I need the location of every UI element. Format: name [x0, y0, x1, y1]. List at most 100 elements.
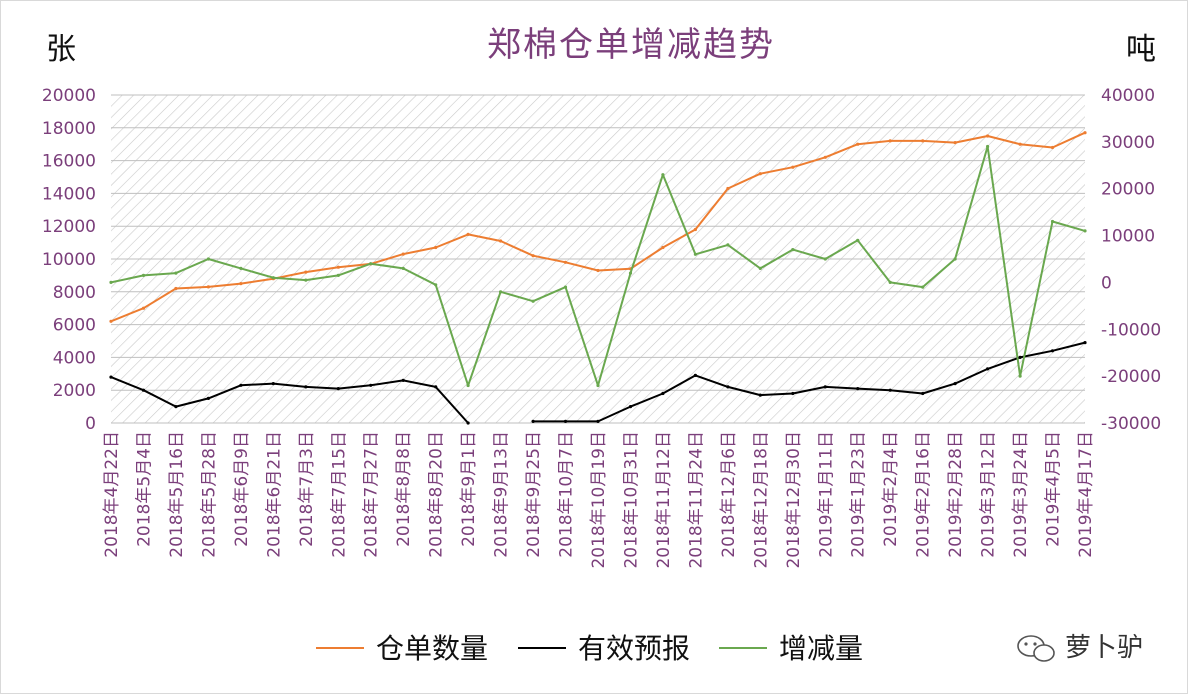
x-tick-label: 2018年12月30日	[784, 431, 804, 569]
series-2-point	[531, 299, 535, 303]
series-0-point	[986, 134, 990, 138]
series-0-point	[434, 245, 438, 250]
x-tick-label: 2019年2月16日	[914, 431, 934, 558]
y-left-tick-label: 0	[85, 414, 96, 434]
series-2-point	[791, 248, 795, 252]
x-tick-label: 2019年1月23日	[849, 431, 869, 558]
series-0-point	[239, 282, 243, 286]
series-2-point	[304, 278, 308, 282]
x-tick-label: 2018年10月31日	[621, 431, 641, 569]
y-left-tick-label: 4000	[53, 348, 96, 368]
y-right-tick-label: 40000	[1101, 86, 1155, 106]
series-2-point	[1018, 374, 1022, 378]
y-left-tick-label: 2000	[53, 381, 96, 401]
series-1-point	[953, 382, 957, 386]
series-1-point	[823, 385, 827, 389]
series-0-point	[856, 142, 860, 146]
series-0-point	[791, 165, 795, 169]
series-0-point	[953, 141, 957, 145]
x-tick-label: 2018年7月15日	[329, 431, 349, 558]
series-1-point	[563, 419, 568, 423]
series-2-point	[953, 257, 957, 261]
legend-label-change-amount: 增减量	[779, 632, 863, 665]
x-tick-label: 2018年8月20日	[427, 431, 447, 558]
series-1-point	[401, 378, 405, 382]
x-tick-label: 2018年10月19日	[589, 431, 609, 569]
series-2-point	[693, 252, 698, 256]
series-1-point	[109, 375, 113, 379]
x-tick-label: 2018年5月16日	[167, 431, 187, 558]
series-1-point	[791, 391, 795, 396]
series-1-point	[206, 396, 210, 400]
x-tick-label: 2019年3月12日	[979, 431, 999, 558]
y-right-unit-label: 吨	[1126, 32, 1156, 67]
x-tick-label: 2018年4月22日	[102, 431, 122, 558]
x-tick-label: 2019年4月17日	[1076, 431, 1096, 558]
y-left-tick-label: 18000	[42, 119, 96, 139]
series-2-point	[563, 285, 568, 289]
series-0-point	[693, 227, 698, 232]
chart-title: 郑棉仓单增减趋势	[487, 25, 775, 65]
series-2-point	[921, 285, 925, 289]
legend-label-warrant-count: 仓单数量	[376, 632, 488, 665]
series-1-point	[693, 373, 698, 377]
series-1-point	[141, 388, 146, 392]
series-2-point	[596, 383, 600, 388]
series-2-point	[174, 271, 178, 275]
series-0-point	[921, 139, 925, 143]
y-left-tick-label: 16000	[42, 152, 96, 172]
x-tick-label: 2018年7月27日	[362, 431, 382, 558]
y-left-tick-label: 20000	[42, 86, 96, 106]
series-1-point	[628, 405, 633, 409]
series-2-point	[499, 290, 503, 294]
series-0-point	[336, 265, 340, 269]
series-1-point	[661, 391, 665, 396]
x-tick-label: 2019年3月24日	[1011, 431, 1031, 558]
x-tick-label: 2018年6月21日	[264, 431, 284, 558]
series-1-point	[1018, 355, 1022, 359]
y-left-tick-label: 6000	[53, 316, 96, 336]
series-0-point	[174, 286, 178, 291]
x-tick-label: 2018年10月7日	[557, 431, 577, 558]
series-2-point	[239, 266, 243, 270]
series-0-point	[888, 139, 892, 143]
series-0-point	[206, 285, 210, 289]
series-0-point	[1018, 142, 1022, 146]
series-2-point	[726, 243, 730, 247]
series-2-point	[141, 273, 146, 277]
series-0-point	[466, 232, 470, 236]
series-0-point	[661, 245, 665, 250]
series-0-point	[1050, 145, 1055, 150]
x-tick-label: 2019年2月28日	[946, 431, 966, 558]
series-1-point	[986, 367, 990, 371]
series-1-point	[1050, 349, 1055, 353]
watermark-text: 萝卜驴	[1065, 633, 1143, 663]
x-tick-label: 2018年11月12日	[654, 431, 674, 569]
legend: 仓单数量 有效预报 增减量	[316, 632, 863, 665]
x-tick-label: 2018年5月28日	[199, 431, 219, 558]
series-2-point	[661, 173, 665, 177]
series-1-point	[888, 388, 892, 392]
y-right-tick-label: 0	[1101, 273, 1112, 293]
series-2-point	[628, 271, 633, 275]
x-tick-label: 2018年7月3日	[297, 431, 317, 547]
series-2-point	[856, 238, 860, 242]
series-1-point	[271, 382, 275, 386]
series-0-point	[141, 306, 146, 310]
y-right-tick-label: 20000	[1101, 180, 1155, 200]
x-tick-label: 2018年9月25日	[524, 431, 544, 558]
series-2-point	[1083, 229, 1087, 233]
series-0-point	[823, 155, 827, 159]
series-layer	[109, 131, 1087, 425]
x-tick-label: 2018年9月1日	[459, 431, 479, 547]
series-line-1	[110, 341, 1086, 424]
series-0-point	[499, 239, 503, 243]
x-tick-label: 2019年1月11日	[816, 431, 836, 558]
series-1-point	[1083, 341, 1087, 345]
y-left-tick-label: 10000	[42, 250, 96, 270]
series-1-point	[239, 383, 243, 387]
series-1-point	[466, 421, 470, 425]
legend-label-valid-forecast: 有效预报	[578, 632, 690, 665]
y-left-tick-label: 14000	[42, 184, 96, 204]
